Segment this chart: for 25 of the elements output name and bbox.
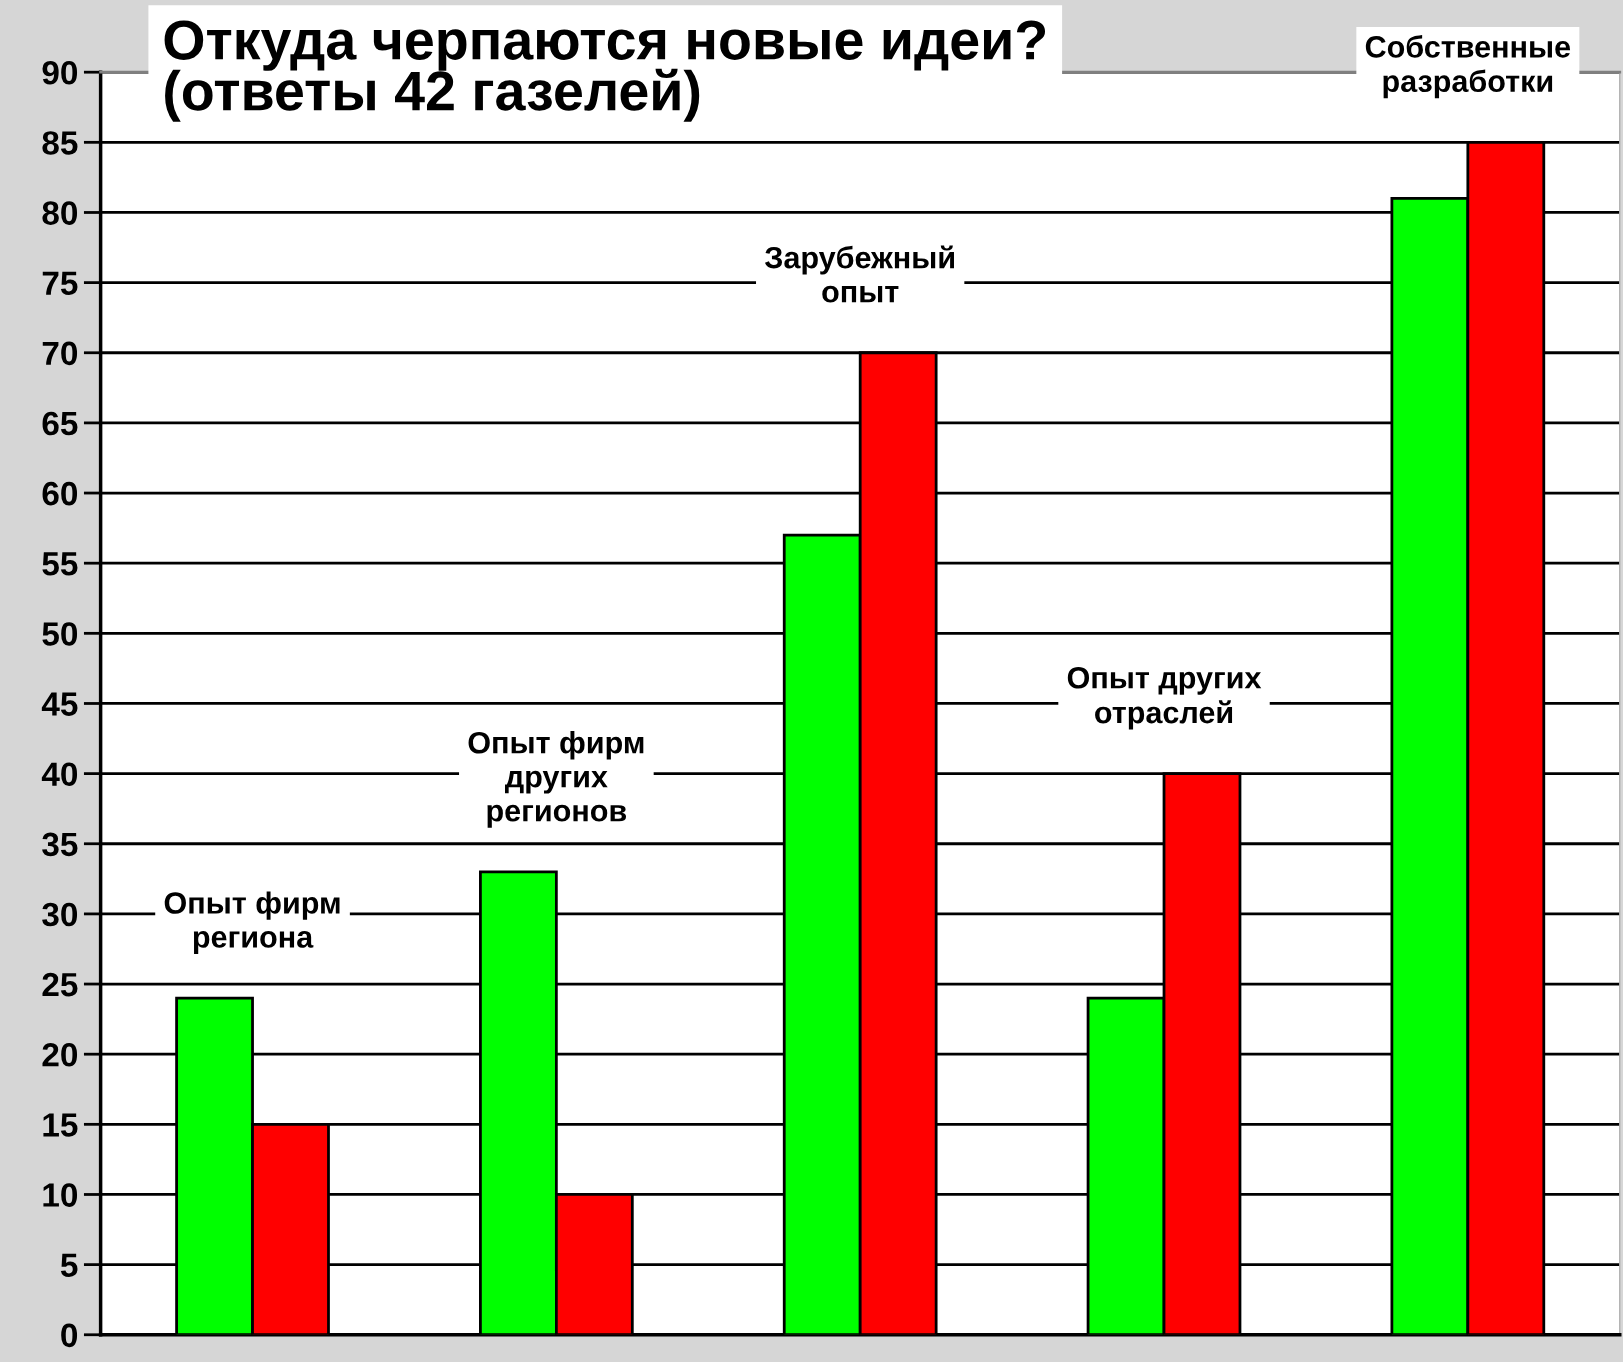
x-tick-label: Собственные разработки	[1365, 35, 1571, 99]
y-tick-label: 20	[42, 1042, 78, 1067]
y-tick-label: 60	[42, 481, 78, 506]
y-tick-label: 40	[41, 762, 78, 787]
y-tick-label: 35	[42, 832, 78, 857]
x-tick-label: Опыт других отраслей	[1067, 666, 1262, 730]
y-tick-label: 25	[42, 972, 78, 997]
y-tick-label: 80	[42, 201, 78, 225]
y-tick-label: 5	[60, 1253, 78, 1278]
y-tick-label: 85	[42, 131, 78, 155]
x-tick-label: Опыт фирм других регионов	[468, 731, 644, 828]
y-tick-label: 15	[43, 1113, 78, 1137]
y-tick-label: 10	[43, 1183, 78, 1207]
y-tick-label: 90	[42, 60, 78, 85]
y-tick-label: 55	[42, 552, 78, 576]
y-tick-label: 75	[42, 271, 78, 296]
y-tick-label: 30	[42, 902, 78, 927]
x-tick-label: Опыт фирм региона	[164, 891, 340, 954]
x-tick-label: Зарубежный опыт	[764, 245, 954, 303]
chart-title: Откуда черпаются новые идеи? (ответы 42 газелей)	[164, 20, 1046, 122]
y-tick-label: 50	[42, 622, 78, 646]
y-tick-label: 0	[61, 1323, 78, 1348]
y-tick-label: 65	[42, 411, 78, 436]
y-tick-label: 70	[42, 341, 78, 366]
y-tick-label: 45	[41, 692, 78, 716]
